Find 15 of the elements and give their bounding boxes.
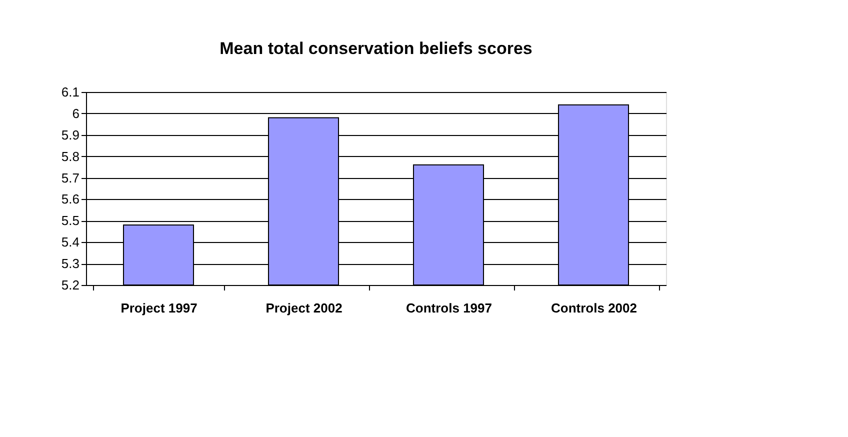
x-tick-label: Project 2002	[266, 300, 342, 316]
y-tick-label: 5.2	[61, 278, 80, 292]
chart-title: Mean total conservation beliefs scores	[220, 39, 532, 58]
y-tick-label: 5.8	[61, 148, 80, 164]
y-tick-label: 5.3	[61, 256, 80, 272]
y-tick-label: 5.4	[61, 234, 80, 250]
y-tick-label: 5.6	[61, 192, 80, 207]
x-tick-label: Controls 2002	[551, 300, 637, 316]
x-tick-label: Controls 1997	[406, 300, 492, 316]
y-tick-label: 5.9	[61, 127, 80, 142]
y-tick-label: 6.1	[61, 84, 80, 100]
x-tick-label: Project 1997	[120, 300, 198, 316]
y-tick-label: 6	[72, 106, 80, 121]
y-tick-label: 5.5	[61, 213, 80, 228]
y-tick-label: 5.7	[61, 170, 80, 186]
